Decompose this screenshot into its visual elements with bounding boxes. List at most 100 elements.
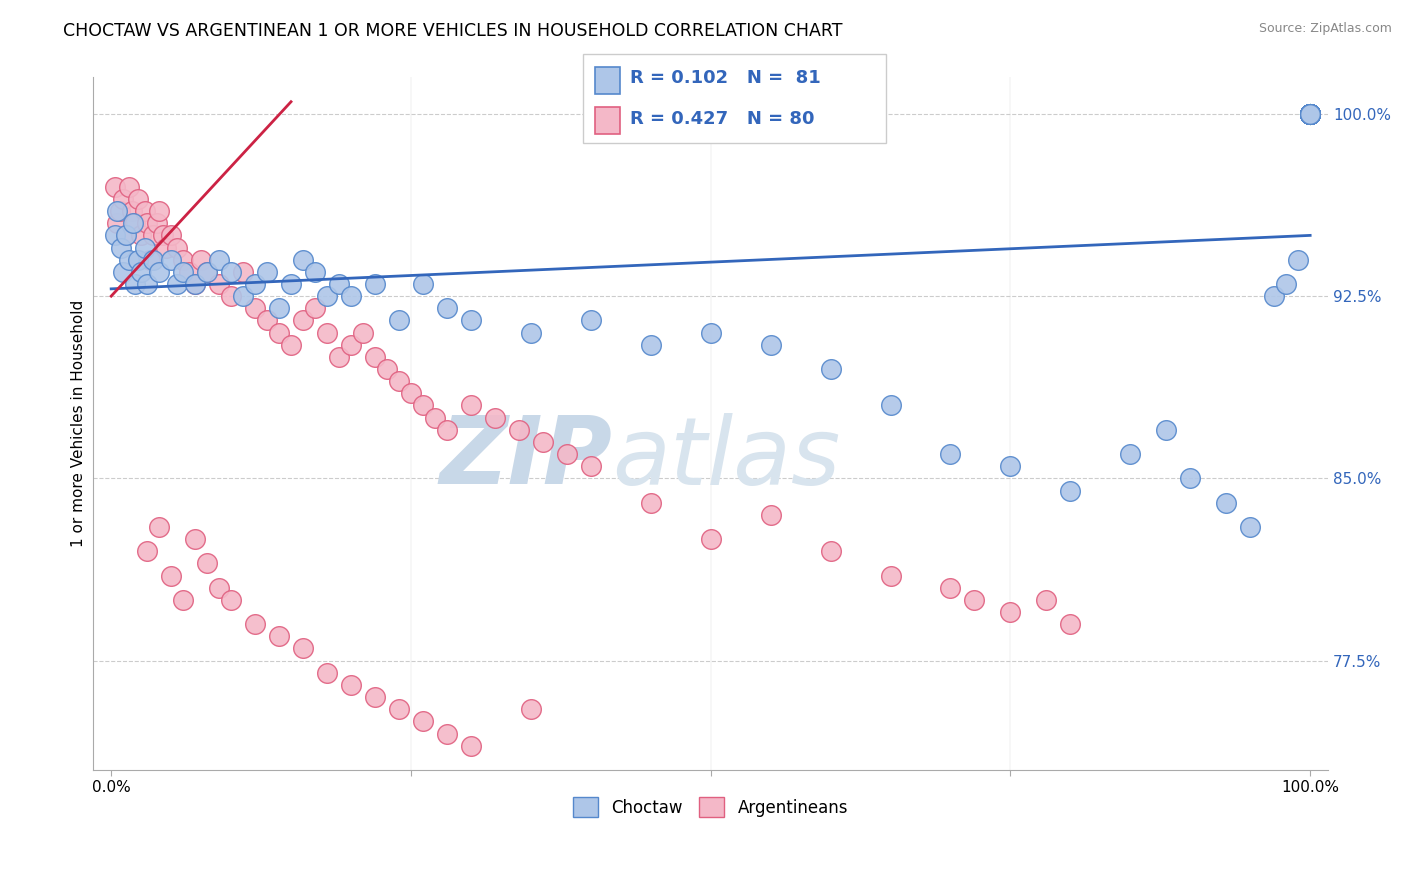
Point bbox=[520, 702, 543, 716]
Point bbox=[267, 301, 290, 316]
Text: atlas: atlas bbox=[612, 413, 841, 504]
Text: Source: ZipAtlas.com: Source: ZipAtlas.com bbox=[1258, 22, 1392, 36]
Point bbox=[1299, 107, 1322, 121]
Point bbox=[124, 277, 146, 291]
Point bbox=[340, 337, 363, 351]
Point bbox=[1000, 459, 1022, 474]
Point bbox=[267, 629, 290, 643]
Point bbox=[256, 265, 278, 279]
Point bbox=[1059, 617, 1081, 632]
Point bbox=[112, 265, 135, 279]
Point bbox=[121, 204, 143, 219]
Point bbox=[1299, 107, 1322, 121]
Point bbox=[340, 289, 363, 303]
Point bbox=[172, 252, 194, 267]
Point bbox=[1299, 107, 1322, 121]
Point bbox=[166, 277, 188, 291]
Point bbox=[1000, 605, 1022, 619]
Point bbox=[190, 252, 212, 267]
Point bbox=[195, 265, 218, 279]
Y-axis label: 1 or more Vehicles in Household: 1 or more Vehicles in Household bbox=[72, 300, 86, 548]
Point bbox=[1059, 483, 1081, 498]
Point bbox=[963, 593, 986, 607]
Point bbox=[579, 459, 602, 474]
Point bbox=[127, 192, 149, 206]
Point bbox=[124, 216, 146, 230]
Point bbox=[232, 265, 254, 279]
Point bbox=[1299, 107, 1322, 121]
Point bbox=[105, 216, 128, 230]
Point bbox=[436, 726, 458, 740]
Point bbox=[423, 410, 446, 425]
Point bbox=[195, 557, 218, 571]
Point bbox=[148, 520, 170, 534]
Point bbox=[340, 678, 363, 692]
Text: ZIP: ZIP bbox=[439, 412, 612, 504]
Point bbox=[1299, 107, 1322, 121]
Point bbox=[699, 532, 721, 546]
Point bbox=[1299, 107, 1322, 121]
Point bbox=[138, 252, 160, 267]
Point bbox=[531, 434, 554, 449]
Point bbox=[1299, 107, 1322, 121]
Point bbox=[110, 241, 132, 255]
Point bbox=[127, 252, 149, 267]
Point bbox=[759, 508, 782, 522]
Point bbox=[879, 399, 901, 413]
Point bbox=[820, 362, 842, 376]
Point bbox=[436, 423, 458, 437]
Point bbox=[388, 702, 411, 716]
Point bbox=[134, 204, 156, 219]
Point bbox=[1299, 107, 1322, 121]
Point bbox=[1299, 107, 1322, 121]
Point bbox=[1299, 107, 1322, 121]
Point bbox=[388, 313, 411, 327]
Point bbox=[256, 313, 278, 327]
Point bbox=[1299, 107, 1322, 121]
Point bbox=[108, 204, 131, 219]
Point bbox=[136, 277, 159, 291]
Point bbox=[364, 350, 387, 364]
Point bbox=[460, 739, 482, 753]
Point bbox=[1299, 107, 1322, 121]
Point bbox=[1299, 107, 1322, 121]
Point bbox=[208, 581, 231, 595]
Point bbox=[243, 301, 266, 316]
Point bbox=[280, 337, 302, 351]
Point bbox=[177, 265, 200, 279]
Point bbox=[316, 289, 339, 303]
Point bbox=[412, 714, 434, 729]
Point bbox=[114, 228, 136, 243]
Point bbox=[292, 313, 315, 327]
Point bbox=[328, 350, 350, 364]
Point bbox=[142, 228, 165, 243]
Point bbox=[208, 277, 231, 291]
Point bbox=[142, 252, 165, 267]
Point bbox=[460, 399, 482, 413]
Point bbox=[148, 204, 170, 219]
Point bbox=[172, 265, 194, 279]
Point bbox=[316, 326, 339, 340]
Point bbox=[1035, 593, 1057, 607]
Point bbox=[1299, 107, 1322, 121]
Point bbox=[152, 228, 174, 243]
Point bbox=[1299, 107, 1322, 121]
Point bbox=[1275, 277, 1298, 291]
Point bbox=[160, 568, 183, 582]
Point bbox=[1299, 107, 1322, 121]
Point bbox=[388, 374, 411, 388]
Point bbox=[134, 241, 156, 255]
Point bbox=[879, 568, 901, 582]
Point bbox=[208, 252, 231, 267]
Point bbox=[292, 641, 315, 656]
Point bbox=[292, 252, 315, 267]
Point bbox=[184, 277, 207, 291]
Point bbox=[555, 447, 578, 461]
Point bbox=[508, 423, 530, 437]
Point bbox=[129, 265, 152, 279]
Point bbox=[121, 216, 143, 230]
Point bbox=[148, 265, 170, 279]
Legend: Choctaw, Argentineans: Choctaw, Argentineans bbox=[567, 790, 855, 824]
Point bbox=[184, 277, 207, 291]
Point bbox=[243, 277, 266, 291]
